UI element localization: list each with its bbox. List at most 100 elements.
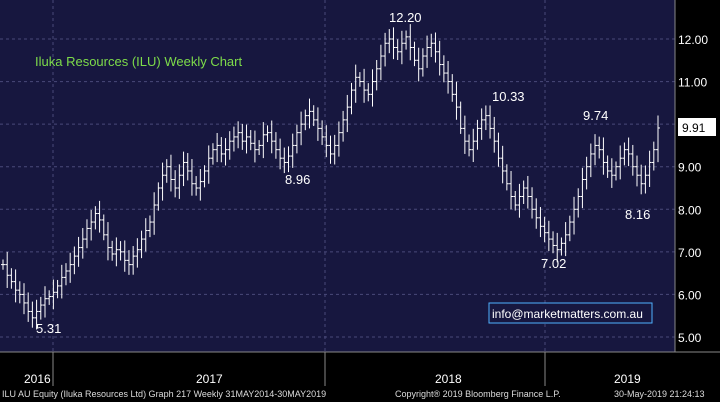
annotation-label: 8.16 — [625, 207, 650, 222]
ohlc-bar — [173, 170, 178, 198]
ohlc-bar — [156, 182, 161, 211]
ohlc-bar — [563, 222, 568, 257]
ohlc-bar — [84, 219, 89, 249]
x-axis-labels: 2016 2017 2018 2019 — [24, 372, 641, 386]
ohlc-bar — [68, 252, 73, 283]
ohlc-bar — [139, 230, 144, 259]
annotations: 5.31 8.96 12.20 10.33 7.02 9.74 8.16 — [36, 10, 650, 336]
ohlc-bar — [546, 220, 551, 251]
ohlc-bar — [303, 109, 308, 131]
ohlc-bar — [51, 279, 56, 310]
ohlc-bar — [236, 121, 241, 149]
ohlc-bar — [525, 175, 530, 209]
ohlc-bar — [630, 144, 635, 176]
ohlc-bar — [408, 24, 413, 61]
ohlc-bar — [441, 55, 446, 83]
annotation-label: 7.02 — [541, 256, 566, 271]
ohlc-bar — [105, 222, 110, 261]
ohlc-bar — [492, 116, 497, 153]
ohlc-bar — [555, 232, 560, 263]
ohlc-bar — [437, 40, 442, 76]
ohlc-bar — [467, 134, 472, 157]
ohlc-bar — [42, 286, 47, 318]
ohlc-bar — [17, 281, 22, 304]
ohlc-bar — [324, 125, 329, 158]
annotation-label: 9.74 — [583, 108, 608, 123]
ohlc-bar — [143, 218, 148, 252]
ohlc-bar — [588, 143, 593, 178]
ohlc-bar — [584, 156, 589, 190]
ohlc-bar — [76, 236, 81, 267]
ohlc-bar — [240, 123, 245, 150]
x-year-label: 2018 — [435, 372, 462, 386]
ohlc-bar — [9, 268, 14, 289]
ohlc-bar — [294, 124, 299, 154]
ohlc-bar — [21, 283, 26, 315]
ohlc-bar — [618, 145, 623, 180]
footer-copyright: Copyright® 2019 Bloomberg Finance L.P. — [395, 389, 561, 399]
ohlc-bar — [412, 41, 417, 67]
ohlc-bar — [643, 165, 648, 194]
ohlc-bar — [164, 159, 169, 183]
ohlc-bar — [152, 192, 157, 235]
ohlc-bar — [357, 72, 362, 87]
ohlc-bar — [206, 145, 211, 184]
ohlc-bar — [551, 231, 556, 254]
ohlc-bar — [114, 237, 119, 267]
ohlc-bar — [261, 122, 266, 159]
ohlc-bar — [513, 190, 518, 211]
chart-title: Iluka Resources (ILU) Weekly Chart — [35, 54, 242, 69]
ohlc-bar — [425, 35, 430, 68]
ohlc-bar — [462, 115, 467, 154]
ohlc-bar — [391, 27, 396, 60]
ohlc-bar — [378, 44, 383, 81]
y-tick-label: 8.00 — [678, 203, 702, 217]
ohlc-bar — [34, 299, 39, 330]
ohlc-bar — [202, 165, 207, 188]
ohlc-bar — [353, 64, 358, 103]
ohlc-bar — [257, 140, 262, 156]
ohlc-bar — [370, 69, 375, 107]
ohlc-bar — [38, 296, 43, 320]
ohlc-bar — [362, 68, 367, 103]
ohlc-bars — [1, 24, 660, 330]
ohlc-bar — [530, 187, 535, 219]
plot-area — [0, 0, 675, 352]
annotation-label: 10.33 — [492, 89, 525, 104]
ohlc-bar — [72, 246, 77, 275]
ohlc-bar — [656, 115, 660, 163]
ohlc-bar — [181, 151, 186, 187]
ohlc-bar — [597, 136, 602, 159]
ohlc-bar — [517, 183, 522, 218]
ohlc-bar — [198, 169, 203, 201]
ohlc-bar — [446, 61, 451, 94]
ohlc-bar — [614, 161, 619, 181]
ohlc-bar — [89, 209, 94, 241]
annotation-label: 8.96 — [285, 172, 310, 187]
ohlc-bar — [483, 105, 488, 131]
last-price-box: 9.91 — [678, 118, 716, 136]
ohlc-bar — [349, 82, 354, 115]
y-tick-label: 7.00 — [678, 246, 702, 260]
ohlc-bar — [177, 164, 182, 199]
ohlc-bar — [450, 74, 455, 102]
ohlc-bar — [168, 154, 173, 192]
ohlc-bar — [341, 110, 346, 142]
ohlc-bar — [215, 133, 220, 163]
ohlc-bar — [593, 134, 598, 166]
ohlc-bar — [227, 131, 232, 160]
annotation-label: 12.20 — [389, 10, 422, 25]
ohlc-bar — [47, 290, 52, 305]
ohlc-bar — [521, 180, 526, 204]
ohlc-bar — [147, 215, 152, 238]
ohlc-bar — [404, 30, 409, 50]
ohlc-bar — [609, 158, 614, 188]
ohlc-bar — [135, 238, 140, 268]
ohlc-bar — [534, 198, 539, 229]
ohlc-bar — [622, 142, 627, 166]
ohlc-bar — [429, 33, 434, 58]
ohlc-bar — [458, 101, 463, 134]
ohlc-bar — [647, 150, 652, 187]
ohlc-bar — [55, 279, 60, 299]
